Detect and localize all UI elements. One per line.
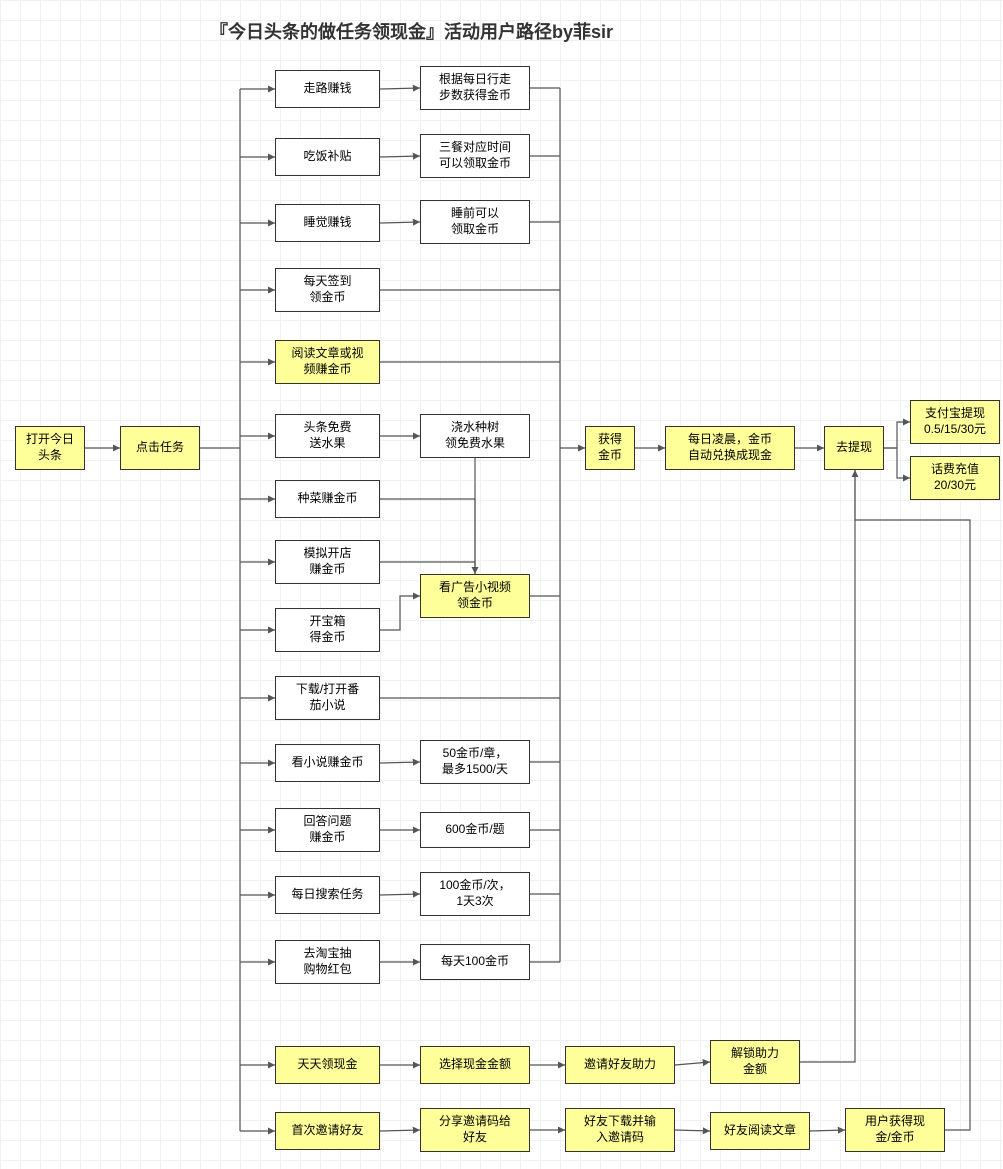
node-readnov: 看小说赚金币	[275, 744, 380, 782]
node-getcoin: 获得金币	[585, 426, 635, 470]
node-novel: 下载/打开番茄小说	[275, 676, 380, 720]
node-taobao2: 每天100金币	[420, 944, 530, 980]
node-sleep2: 睡前可以领取金币	[420, 200, 530, 244]
node-walk: 走路赚钱	[275, 70, 380, 108]
node-read: 阅读文章或视频赚金币	[275, 340, 380, 384]
node-click: 点击任务	[120, 426, 200, 470]
node-invhelp: 邀请好友助力	[565, 1046, 675, 1084]
node-fruit2: 浇水种树领免费水果	[420, 414, 530, 458]
node-eat2: 三餐对应时间可以领取金币	[420, 134, 530, 178]
node-walk2: 根据每日行走步数获得金币	[420, 66, 530, 110]
node-phone: 话费充值20/30元	[910, 456, 1000, 500]
node-alipay: 支付宝提现0.5/15/30元	[910, 400, 1000, 444]
diagram-title: 『今日头条的做任务领现金』活动用户路径by菲sir	[210, 18, 613, 44]
node-convert: 每日凌晨，金币自动兑换成现金	[665, 426, 795, 470]
node-search2: 100金币/次，1天3次	[420, 872, 530, 916]
node-sleep: 睡觉赚钱	[275, 204, 380, 242]
node-daily: 天天领现金	[275, 1046, 380, 1084]
node-share: 分享邀请码给好友	[420, 1108, 530, 1152]
node-first: 首次邀请好友	[275, 1112, 380, 1150]
node-qa: 回答问题赚金币	[275, 808, 380, 852]
node-readnov2: 50金币/章，最多1500/天	[420, 740, 530, 784]
node-fread: 好友阅读文章	[710, 1112, 810, 1150]
node-selamt: 选择现金金额	[420, 1046, 530, 1084]
node-shop: 模拟开店赚金币	[275, 540, 380, 584]
node-taobao: 去淘宝抽购物红包	[275, 940, 380, 984]
node-open: 打开今日头条	[15, 426, 85, 470]
node-box: 开宝箱得金币	[275, 608, 380, 652]
node-fruit: 头条免费送水果	[275, 414, 380, 458]
node-checkin: 每天签到领金币	[275, 268, 380, 312]
node-unlock: 解锁助力金额	[710, 1040, 800, 1084]
node-search: 每日搜索任务	[275, 876, 380, 914]
node-veg: 种菜赚金币	[275, 480, 380, 518]
node-ad: 看广告小视频领金币	[420, 574, 530, 618]
node-dl: 好友下载并输入邀请码	[565, 1108, 675, 1152]
node-withdraw: 去提现	[824, 426, 884, 470]
node-ugain: 用户获得现金/金币	[845, 1108, 945, 1152]
node-eat: 吃饭补贴	[275, 138, 380, 176]
node-qa2: 600金币/题	[420, 812, 530, 848]
